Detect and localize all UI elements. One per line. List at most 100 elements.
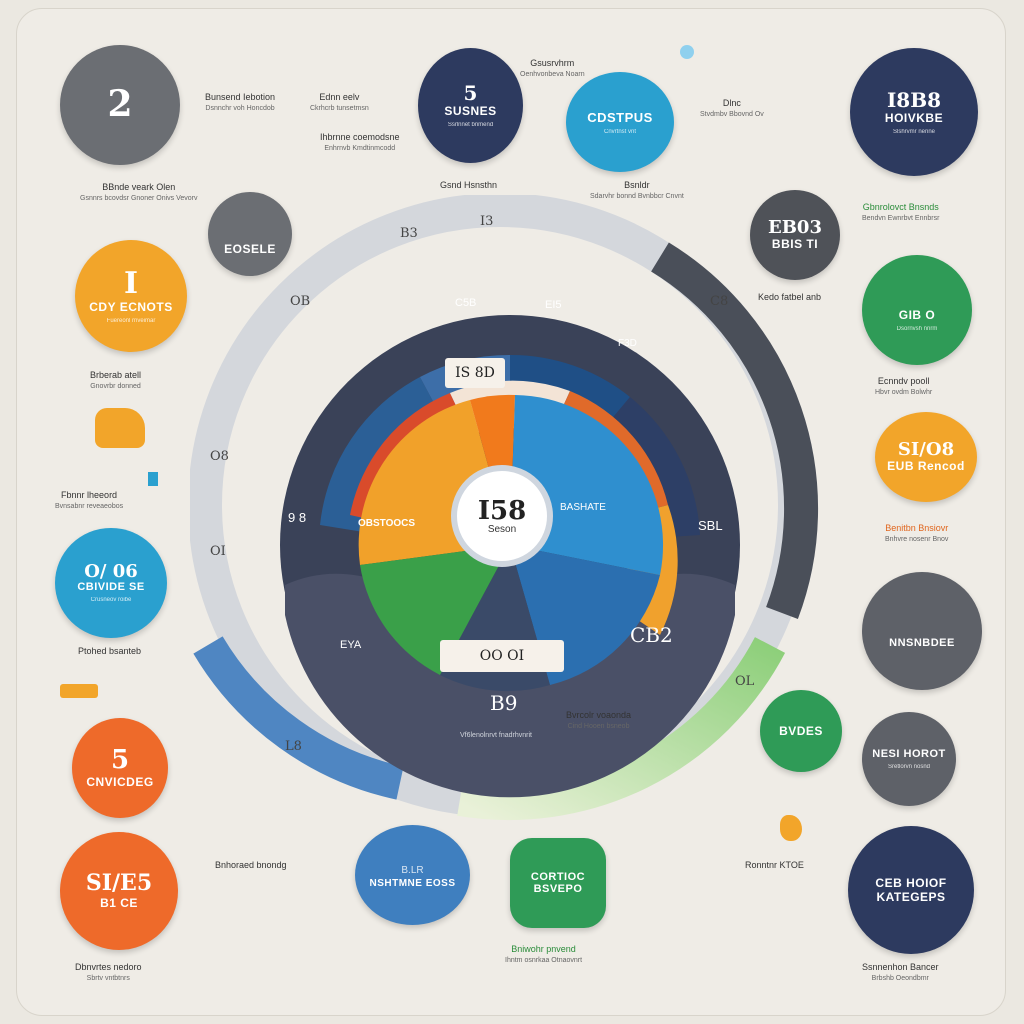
bubble-value: I8B8 [886,87,942,112]
bubble-caption: Crusneov roibe [90,597,132,604]
annotation-label: Bniwohr pnvend Ihntm osnrkaa Otnaovnrt [505,944,583,964]
ring-label: L8 [285,739,302,754]
dot-icon [680,45,694,59]
ring-label: OL [735,674,755,689]
outer-ring-green-arc [457,637,786,820]
annotation-label: Gbnrolovct Bnsnds Bendvn Ewnrbvt Ennbrsr [862,202,940,222]
bubble-green-right[interactable]: GIB O Dsornvsh nnrm [862,255,972,365]
bubble-title: EUB Rencod [887,459,965,474]
wheel-label: EI5 [545,299,562,311]
bubble-value: I [123,266,139,302]
annotation-label: Gsusrvhrm Oenhvonbeva Noarn [520,58,585,78]
bubble-navy-bottom-right[interactable]: CEB HOIOF KATEGEPS [848,826,974,954]
annotation-label: Ronntnr KTOE [745,860,804,870]
annotation-label: Ednn eelv Ckrhcrb tunsetmsn [310,92,369,112]
bubble-caption: B.LR [401,865,424,876]
annotation-label: Dlnc Stvdmbv Bbovnd Ov [700,98,764,118]
ring-label: O8 [210,449,229,464]
bubble-value: 2 [107,83,133,126]
bubble-caption: KATEGEPS [876,890,946,904]
bubble-title: NSHTMNE EOSS [369,878,456,889]
wheel-label: C5B [455,297,477,309]
bubble-title: CBIVIDE SE [77,581,145,594]
bubble-blue-bottom-center[interactable]: B.LR NSHTMNE EOSS [355,825,470,925]
bubble-title: SUSNES [444,104,497,118]
bubble-caption: Dsornvsh nnrm [896,326,938,332]
bubble-tr-navy[interactable]: I8B8 HOIVKBE Slshrvmr nenne [850,48,978,176]
bubble-green-bottom-center[interactable]: CORTIOC BSVEPO [510,838,606,928]
bubble-value: EB03 [768,216,822,238]
bar-icon [60,684,98,698]
annotation-label: Ptohed bsanteb [78,646,142,656]
bubble-small-gray-right[interactable]: EB03 BBIS TI [750,190,840,280]
bubble-green-small-right[interactable]: BVDES [760,690,842,772]
bubble-small-gray-left[interactable]: EOSELE [208,192,292,276]
bubble-title: CORTIOC [530,871,586,883]
wheel-label: F3D [618,338,637,349]
bubble-value: SI/E5 [85,870,153,897]
bubble-title: GIB O [898,308,936,322]
annotation-label: Bsnldr Sdarvhr bonnd Bvnbbcr Cnvnt [590,180,684,200]
ring-label: I3 [480,214,493,229]
wheel-top-tab: IS 8D [445,358,505,388]
bubble-caption: Fuereonl rnveimar [106,317,156,324]
bubble-top-navy[interactable]: 5 SUSNES Ssrlnnet bnmend [418,48,523,163]
bubble-caption: BSVEPO [533,883,583,895]
annotation-label: Fbnnr lheeord Bvnsabnr reveaeobos [55,490,124,510]
bubble-title: BVDES [779,724,823,738]
bubble-gray-right-2[interactable]: NESI HOROT Sretlorvn nosnd [862,712,956,806]
wheel-label: B9 [490,691,518,715]
annotation-label: BBnde veark Olen Gsnnrs bcovdsr Gnoner On… [80,182,198,202]
bubble-orange-bottom-left[interactable]: SI/E5 B1 CE [60,832,178,950]
square-icon [148,472,158,486]
wheel-top-tab-text: IS 8D [455,365,495,381]
bubble-tl-gray[interactable]: 2 [60,45,180,165]
wheel-bottom-tab: OO OI [440,640,564,672]
bubble-title: HOIVKBE [884,110,944,125]
ring-label: OI [210,544,226,559]
bubble-caption: Ssrlnnet bnmend [447,122,494,128]
annotation-label: Gsnd Hsnsthn [440,180,498,190]
bubble-yellow-left[interactable]: I CDY ECNOTS Fuereonl rnveimar [75,240,187,352]
bubble-caption: Slshrvmr nenne [892,128,936,135]
bubble-caption: Cnvrtnst vnt [603,128,636,135]
cloud-icon [95,408,145,448]
bubble-title: NNSNBDEE [889,637,955,649]
bubble-value: 5 [110,745,130,776]
wheel-label: EYA [340,639,362,651]
ring-label: OB [290,294,310,309]
bubble-orange-left[interactable]: 5 CNVICDEG [72,718,168,818]
wheel-bottom-tab-text: OO OI [479,648,525,664]
bubble-yellow-right[interactable]: SI/O8 EUB Rencod [875,412,977,502]
annotation-label: Kedo fatbel anb [758,292,822,302]
center-number: I58 [477,495,527,526]
wheel-label: SBL [698,518,723,533]
bubble-title: B1 CE [100,895,138,910]
wheel-label: CB2 [630,623,673,647]
bubble-value: SI/O8 [897,438,955,460]
bubble-title: EOSELE [224,242,276,256]
bubble-title: CNVICDEG [86,774,154,789]
outer-ring-blue-arc [193,636,404,800]
bubble-title: NESI HOROT [872,748,946,760]
annotation-label: Bunsend Iebotion Dsnnchr voh Honcdob [205,92,276,112]
bubble-caption: Sretlorvn nosnd [887,764,931,770]
bubble-title: CDY ECNOTS [89,299,173,314]
hand-icon [780,815,802,841]
annotation-label: Bvrcolr voaonda Cind Hooen bsneob [566,710,632,730]
bubble-gray-right[interactable]: NNSNBDEE [862,572,982,690]
wheel-label: BASHATE [560,502,606,513]
bubble-value: O/ 06 [84,560,138,582]
wheel-label: OBSTOOCS [358,518,416,529]
wheel-label: 9 8 [288,510,307,525]
bubble-value: 5 [463,81,478,105]
annotation-label: Ssnnenhon Bancer Brbshb Oeondbmr [862,962,939,982]
annotation-label: Ecnndv pooll Hbvr ovdm Bolwhr [875,376,933,396]
bubble-top-cyan[interactable]: CDSTPUS Cnvrtnst vnt [566,72,674,172]
annotation-label: Benitbn Bnsiovr Bnhvre nosenr Bnov [885,523,949,543]
bubble-title: CEB HOIOF [875,876,947,890]
bubble-cyan-left[interactable]: O/ 06 CBIVIDE SE Crusneov roibe [55,528,167,638]
ring-label: B3 [400,226,418,241]
annotation-label: Brberab atell Gnovrbr donned [90,370,142,390]
outer-ring-dark-arc [651,242,819,620]
